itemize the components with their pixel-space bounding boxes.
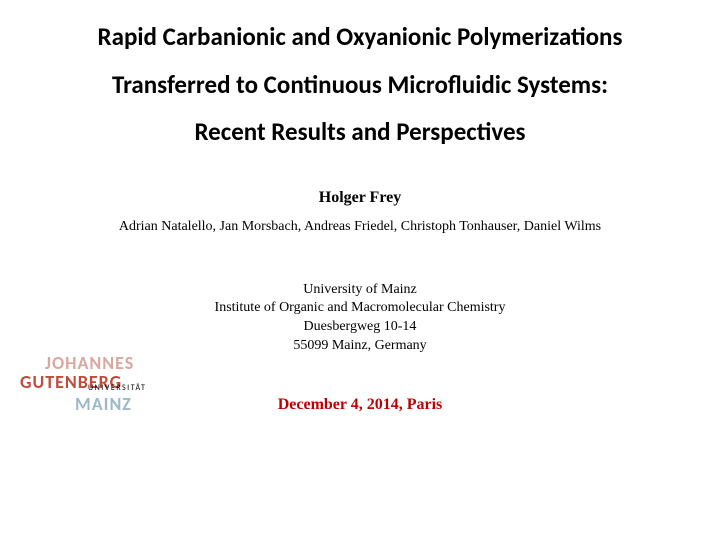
slide: Rapid Carbanionic and Oxyanionic Polymer… <box>0 0 720 540</box>
logo-line-gutenberg: GUTENBERG UNIVERSITÄT <box>20 371 175 393</box>
affiliation-line-1: University of Mainz <box>30 281 690 300</box>
logo-universitat-text: UNIVERSITÄT <box>88 383 146 393</box>
author-primary: Holger Frey <box>30 189 690 207</box>
logo-line-mainz: MAINZ <box>20 393 175 415</box>
title-spacer-1 <box>30 52 690 70</box>
author-secondary: Adrian Natalello, Jan Morsbach, Andreas … <box>30 219 690 235</box>
affiliation-line-2: Institute of Organic and Macromolecular … <box>30 299 690 318</box>
affiliation-line-3: Duesbergweg 10-14 <box>30 318 690 337</box>
title-line-1: Rapid Carbanionic and Oxyanionic Polymer… <box>30 22 690 52</box>
title-spacer-2 <box>30 99 690 117</box>
title-line-2: Transferred to Continuous Microfluidic S… <box>30 70 690 100</box>
title-block: Rapid Carbanionic and Oxyanionic Polymer… <box>30 22 690 147</box>
university-logo: JOHANNES GUTENBERG UNIVERSITÄT MAINZ <box>20 352 175 415</box>
affiliation-block: University of Mainz Institute of Organic… <box>30 281 690 357</box>
title-line-3: Recent Results and Perspectives <box>30 117 690 147</box>
